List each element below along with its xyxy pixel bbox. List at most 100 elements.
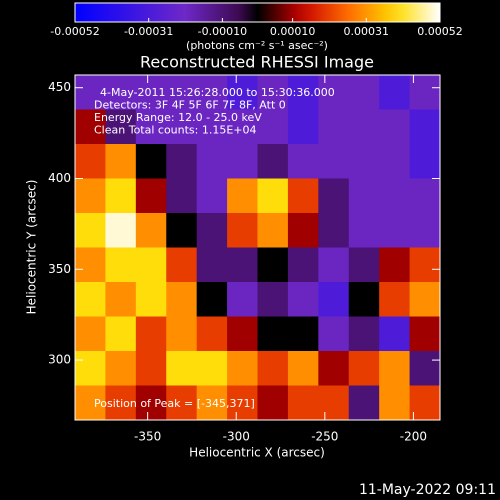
heatmap-cell [105, 282, 137, 317]
heatmap-cell [196, 247, 228, 283]
heatmap-cell [227, 213, 258, 248]
heatmap-cell [379, 213, 411, 248]
heatmap-cell [135, 109, 167, 145]
heatmap-cell [105, 109, 137, 145]
colorbar-tick-label: -0.00010 [198, 25, 247, 38]
heatmap-cell [105, 144, 137, 179]
heatmap-cell [75, 75, 106, 110]
colorbar-tick-label: -0.00052 [50, 25, 99, 38]
heatmap-cell [166, 75, 198, 110]
heatmap-cell [257, 247, 289, 283]
heatmap-cell [135, 316, 167, 352]
heatmap-cell [318, 178, 350, 214]
heatmap-cell [135, 385, 167, 421]
heatmap-cell [196, 385, 228, 421]
heatmap-cell [409, 213, 441, 248]
heatmap-cell [287, 213, 319, 248]
heatmap-cell [75, 178, 106, 214]
heatmap-cell [318, 351, 350, 386]
heatmap-cell [227, 144, 258, 179]
heatmap-cell [227, 282, 258, 317]
heatmap-cell [105, 351, 137, 386]
heatmap-cell [196, 178, 228, 214]
heatmap-cell [257, 178, 289, 214]
heatmap-cell [257, 213, 289, 248]
heatmap-cell [75, 385, 106, 421]
heatmap-cell [135, 75, 167, 110]
heatmap-cell [105, 385, 137, 421]
heatmap-cell [409, 351, 441, 386]
heatmap-cell [135, 247, 167, 283]
heatmap-cell [196, 144, 228, 179]
y-axis-label: Heliocentric Y (arcsec) [25, 180, 39, 315]
heatmap-cell [75, 247, 106, 283]
heatmap-cell [348, 75, 380, 110]
heatmap-cell [348, 316, 380, 352]
heatmap-cell [105, 75, 137, 110]
x-tick-label: -350 [134, 430, 161, 444]
heatmap-cell [227, 75, 258, 110]
heatmap-cell [166, 282, 198, 317]
heatmap-cell [348, 109, 380, 145]
annotation: Clean Total counts: 1.15E+04 [94, 124, 257, 137]
heatmap-cell [196, 213, 228, 248]
heatmap-cell [135, 282, 167, 317]
heatmap-cell [105, 178, 137, 214]
heatmap-cell [196, 316, 228, 352]
heatmap-cell [348, 351, 380, 386]
heatmap-cell [166, 316, 198, 352]
heatmap-cell [318, 75, 350, 110]
heatmap-cell [257, 282, 289, 317]
heatmap-cell [227, 247, 258, 283]
heatmap-cell [75, 282, 106, 317]
heatmap-cell [287, 178, 319, 214]
x-tick-label: -200 [400, 430, 427, 444]
heatmap-cell [227, 178, 258, 214]
chart-title: Reconstructed RHESSI Image [140, 53, 374, 72]
heatmap-cell [379, 109, 411, 145]
heatmap-cell [196, 75, 228, 110]
heatmap-cell [318, 144, 350, 179]
heatmap-cell [257, 316, 289, 352]
colorbar-tick-label: -0.00031 [124, 25, 173, 38]
heatmap-cell [227, 385, 258, 421]
heatmap-cell [409, 109, 441, 145]
heatmap-cell [135, 144, 167, 179]
heatmap-cell [348, 247, 380, 283]
heatmap-cell [318, 213, 350, 248]
heatmap-cell [166, 385, 198, 421]
heatmap-cell [287, 75, 319, 110]
annotation: Detectors: 3F 4F 5F 6F 7F 8F, Att 0 [94, 99, 286, 112]
colorbar [74, 2, 441, 23]
colorbar-tick-label: 0.00031 [344, 25, 390, 38]
heatmap-cell [348, 213, 380, 248]
heatmap-cell [135, 351, 167, 386]
heatmap-cell [227, 109, 258, 145]
heatmap-cell [409, 144, 441, 179]
heatmap-cell [287, 109, 319, 145]
heatmap-cell [166, 109, 198, 145]
heatmap-cell [75, 351, 106, 386]
heatmap-cell [105, 316, 137, 352]
heatmap-cell [75, 213, 106, 248]
heatmap-cell [409, 316, 441, 352]
heatmap-cell [409, 282, 441, 317]
heatmap-cell [348, 178, 380, 214]
colorbar-tick-label: 0.00052 [417, 25, 463, 38]
heatmap-cell [75, 109, 106, 145]
heatmap-cell [379, 282, 411, 317]
heatmap-cell [348, 282, 380, 317]
heatmap-cell [257, 109, 289, 145]
heatmap-cell [166, 178, 198, 214]
heatmap-cell [166, 247, 198, 283]
heatmap-cell [318, 385, 350, 421]
y-tick-label: 400 [48, 171, 71, 185]
x-axis-label: Heliocentric X (arcsec) [189, 446, 325, 460]
heatmap-cell [257, 75, 289, 110]
heatmap-cell [409, 247, 441, 283]
heatmap-cell [409, 75, 441, 110]
heatmap-cell [105, 213, 137, 248]
heatmap-cell [287, 247, 319, 283]
heatmap-cell [287, 282, 319, 317]
